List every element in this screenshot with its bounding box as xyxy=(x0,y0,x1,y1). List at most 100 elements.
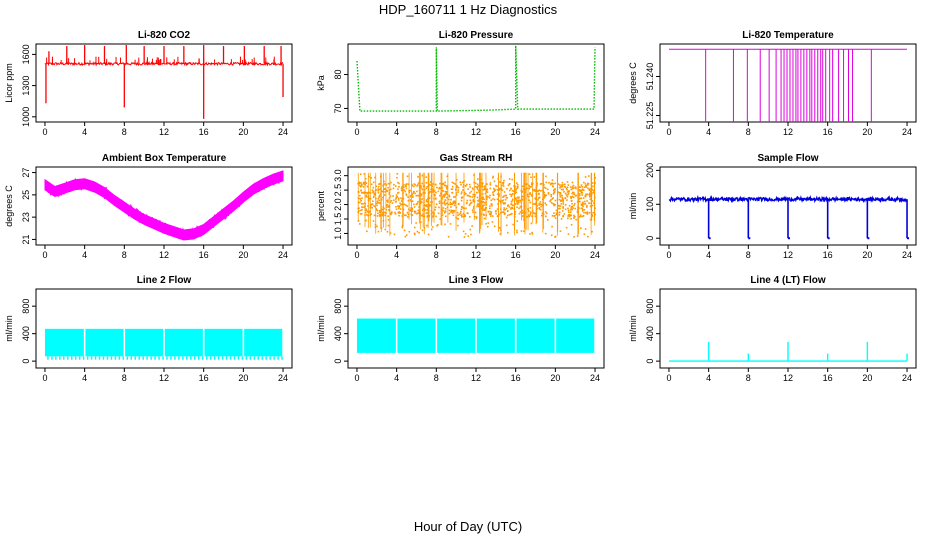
data-point xyxy=(553,212,555,214)
data-point xyxy=(453,204,456,207)
data-point xyxy=(539,201,542,203)
data-point xyxy=(397,191,400,194)
data-point xyxy=(444,184,447,187)
data-point xyxy=(580,215,582,218)
panel-title: Line 4 (LT) Flow xyxy=(750,275,826,286)
data-point xyxy=(403,214,406,216)
data-point xyxy=(566,186,569,189)
data-point xyxy=(389,195,392,197)
data-point xyxy=(417,182,420,185)
data-point xyxy=(511,193,514,195)
data-point xyxy=(392,187,395,190)
data-point xyxy=(444,208,447,210)
panel-title: Ambient Box Temperature xyxy=(102,153,227,164)
data-point xyxy=(561,197,564,200)
data-point xyxy=(528,187,531,190)
data-point xyxy=(560,218,563,220)
data-point xyxy=(543,197,545,199)
data-point xyxy=(437,190,440,193)
data-point xyxy=(560,184,563,186)
data-point xyxy=(533,176,536,178)
data-point xyxy=(504,199,507,201)
data-point xyxy=(430,228,433,231)
data-point xyxy=(438,186,441,189)
data-point xyxy=(516,220,519,222)
data-point xyxy=(555,212,558,214)
data-point xyxy=(565,194,568,196)
data-point xyxy=(442,182,445,185)
data-point xyxy=(457,214,459,217)
data-point xyxy=(512,190,515,193)
data-point xyxy=(591,189,594,191)
data-point xyxy=(396,173,399,175)
data-point xyxy=(470,233,472,236)
data-point xyxy=(398,214,400,217)
data-point xyxy=(469,192,471,194)
data-point xyxy=(588,202,591,205)
data-point xyxy=(388,189,391,191)
data-point xyxy=(451,188,454,191)
data-point xyxy=(568,215,571,218)
data-point xyxy=(448,203,450,206)
data-point xyxy=(564,183,566,186)
x-tick-label: 20 xyxy=(862,127,872,137)
data-point xyxy=(529,193,531,195)
chart-panel-2: Li-820 Pressure 0 4 8 12 16 20 24 70 80 kPa xyxy=(316,30,605,137)
panel-title: Li-820 Pressure xyxy=(439,30,514,41)
data-point xyxy=(400,187,403,190)
data-point xyxy=(530,183,533,186)
data-point xyxy=(455,179,458,181)
data-point xyxy=(589,188,591,190)
x-tick-label: 4 xyxy=(706,250,711,260)
data-point xyxy=(483,188,486,191)
data-point xyxy=(392,195,394,197)
data-point xyxy=(405,204,407,206)
data-point xyxy=(582,189,585,191)
data-point xyxy=(498,195,500,197)
data-point xyxy=(530,186,533,188)
x-tick-label: 4 xyxy=(706,127,711,137)
data-point xyxy=(583,186,586,189)
data-point xyxy=(452,209,454,212)
data-point xyxy=(591,214,593,216)
x-tick-label: 12 xyxy=(159,127,169,137)
data-point xyxy=(593,192,595,194)
data-point xyxy=(463,236,466,238)
data-point xyxy=(388,206,390,208)
data-point xyxy=(566,188,568,191)
data-point xyxy=(476,185,479,188)
data-point xyxy=(580,184,583,186)
data-point xyxy=(495,212,497,215)
data-point xyxy=(448,198,450,201)
data-point xyxy=(376,202,379,204)
data-point xyxy=(531,193,533,196)
data-point xyxy=(580,204,583,207)
data-point xyxy=(568,204,571,207)
data-point xyxy=(483,202,486,204)
data-point xyxy=(441,196,444,198)
data-point xyxy=(529,211,532,213)
data-point xyxy=(448,212,451,215)
data-point xyxy=(518,212,521,215)
data-point xyxy=(562,184,564,186)
y-tick-label: 51.225 xyxy=(645,102,655,130)
data-point xyxy=(486,225,489,228)
x-tick-label: 8 xyxy=(434,127,439,137)
data-point xyxy=(511,178,514,181)
data-point xyxy=(482,209,485,211)
data-point xyxy=(444,215,447,218)
data-point xyxy=(401,215,403,217)
data-point xyxy=(462,215,465,218)
data-point xyxy=(581,210,584,212)
data-point xyxy=(564,186,567,188)
data-point xyxy=(544,202,546,205)
data-point xyxy=(358,223,361,225)
data-point xyxy=(416,202,419,205)
data-point xyxy=(461,196,464,198)
data-point xyxy=(585,185,587,187)
data-point xyxy=(386,200,388,202)
data-point xyxy=(529,206,532,209)
data-point xyxy=(563,213,566,215)
data-point xyxy=(448,209,451,212)
data-point xyxy=(444,204,447,206)
